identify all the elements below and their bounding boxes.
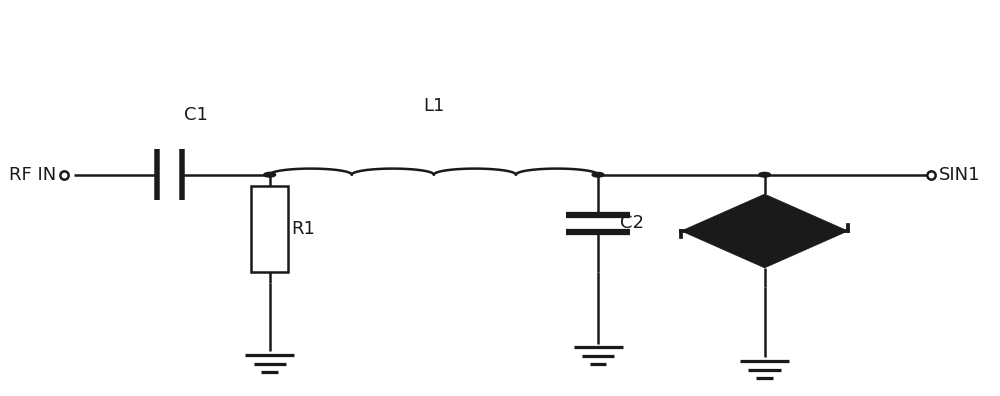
Text: R1: R1 — [291, 220, 315, 238]
Circle shape — [759, 172, 770, 177]
Polygon shape — [681, 231, 848, 268]
Text: C1: C1 — [184, 106, 208, 124]
Text: SIN1: SIN1 — [939, 166, 981, 184]
Circle shape — [264, 172, 276, 177]
Circle shape — [592, 172, 604, 177]
Polygon shape — [681, 194, 848, 231]
Text: DZ: DZ — [799, 222, 825, 240]
Bar — [251, 187, 288, 272]
Text: RF IN: RF IN — [9, 166, 56, 184]
Text: L1: L1 — [423, 97, 445, 114]
Text: C2: C2 — [620, 214, 644, 232]
